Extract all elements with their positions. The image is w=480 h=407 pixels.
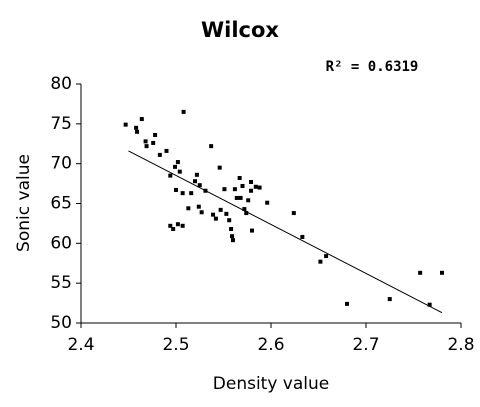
point <box>168 173 173 178</box>
y-tick-label: 75 <box>50 114 72 134</box>
point <box>193 179 197 184</box>
point <box>180 223 185 228</box>
point <box>217 165 222 170</box>
point <box>164 148 169 153</box>
point <box>194 172 199 177</box>
point <box>246 198 251 203</box>
point <box>300 234 305 239</box>
point <box>180 191 185 196</box>
point <box>237 176 242 181</box>
point <box>123 122 128 127</box>
point <box>387 297 392 302</box>
point <box>427 302 432 307</box>
y-tick-label: 50 <box>50 313 72 333</box>
point <box>232 187 237 192</box>
point <box>153 132 158 137</box>
point <box>197 183 202 188</box>
point <box>143 139 148 144</box>
point <box>250 228 254 233</box>
point <box>175 160 180 165</box>
point <box>318 259 323 264</box>
point <box>253 184 258 189</box>
y-tick-label: 55 <box>50 273 72 293</box>
y-tick-label: 65 <box>50 194 72 214</box>
y-tick-label: 60 <box>50 233 72 253</box>
point <box>189 191 194 196</box>
point <box>227 218 232 223</box>
point <box>196 204 201 209</box>
point <box>265 200 270 205</box>
point <box>134 125 139 130</box>
point <box>157 152 162 157</box>
point <box>242 207 247 212</box>
x-tick-label: 2.5 <box>162 335 189 355</box>
point <box>168 223 173 228</box>
point <box>211 212 216 217</box>
point <box>171 226 176 231</box>
point <box>240 183 245 188</box>
point <box>174 187 178 192</box>
point <box>199 210 204 215</box>
point <box>244 211 249 216</box>
point <box>440 270 444 275</box>
x-tick-label: 2.8 <box>447 335 474 355</box>
point <box>229 226 234 231</box>
point <box>177 169 182 174</box>
point <box>175 222 180 227</box>
annotation: R² = 0.6319 <box>326 59 419 75</box>
point <box>324 254 329 259</box>
point <box>173 164 178 169</box>
x-tick-label: 2.6 <box>257 335 284 355</box>
point <box>209 144 214 149</box>
point <box>418 270 423 275</box>
point <box>257 185 262 190</box>
point <box>213 216 218 221</box>
point <box>249 188 254 193</box>
point <box>234 195 239 200</box>
x-tick-label: 2.7 <box>352 335 379 355</box>
point <box>291 211 296 216</box>
point <box>230 234 235 239</box>
point <box>181 109 186 114</box>
point <box>151 140 156 145</box>
point <box>238 195 243 200</box>
y-tick-label: 70 <box>50 154 72 174</box>
point <box>345 301 349 306</box>
point <box>144 144 149 149</box>
y-tick-label: 80 <box>50 74 72 94</box>
point <box>186 206 191 211</box>
point <box>218 207 223 212</box>
point <box>135 129 140 134</box>
trendline <box>128 150 443 314</box>
point <box>139 117 144 122</box>
point <box>224 211 229 216</box>
x-axis-label: Density value <box>213 374 329 394</box>
point <box>231 238 235 243</box>
x-tick-label: 2.4 <box>67 335 94 355</box>
chart-title: Wilcox <box>201 18 279 42</box>
y-axis-label: Sonic value <box>14 154 34 252</box>
point <box>222 187 227 192</box>
point <box>249 179 254 184</box>
